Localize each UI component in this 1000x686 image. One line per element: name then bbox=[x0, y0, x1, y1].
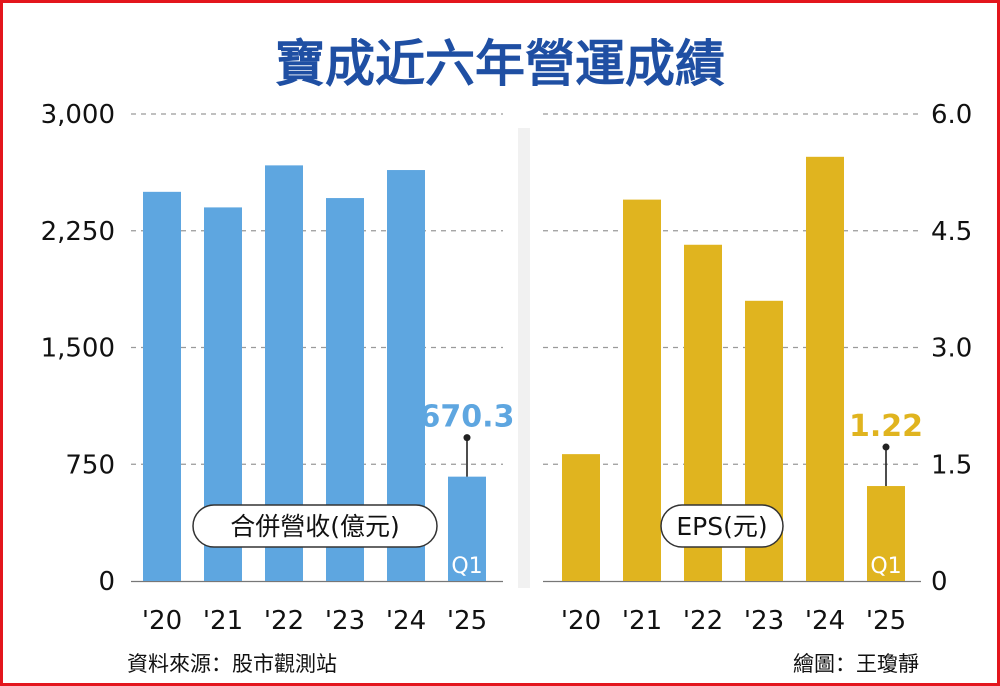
bar bbox=[806, 156, 844, 581]
data-label: 1.22 bbox=[849, 409, 923, 444]
series-label-box bbox=[192, 504, 438, 548]
x-tick-label: '20 bbox=[561, 606, 601, 636]
x-tick-label: '24 bbox=[805, 606, 845, 636]
annotation-dot bbox=[463, 434, 471, 442]
annotation-dot bbox=[882, 443, 890, 451]
bar bbox=[143, 191, 181, 582]
q1-tag: Q1 bbox=[870, 554, 901, 579]
y-tick-label: 1,500 bbox=[41, 334, 115, 364]
y-tick-label: 1.5 bbox=[931, 450, 972, 480]
x-tick-label: '22 bbox=[264, 606, 304, 636]
x-tick-label: '21 bbox=[622, 606, 662, 636]
x-tick-label: '25 bbox=[866, 606, 906, 636]
chart-canvas: 寶成近六年營運成績 0 750 1,500 2,250 3,000 '20 '21 '22 '2… bbox=[41, 35, 973, 676]
chart-title: 寶成近六年營運成績 bbox=[275, 35, 725, 93]
series-label: EPS(元) bbox=[676, 512, 767, 541]
y-tick-label: 4.5 bbox=[931, 217, 972, 247]
x-tick-label: '23 bbox=[325, 606, 365, 636]
panel-divider bbox=[518, 128, 530, 588]
series-label-box bbox=[660, 504, 784, 548]
source-note: 資料來源：股市觀測站 bbox=[127, 652, 337, 676]
x-tick-label: '22 bbox=[683, 606, 723, 636]
x-tick-label: '24 bbox=[386, 606, 426, 636]
x-tick-label: '23 bbox=[744, 606, 784, 636]
data-label: 670.3 bbox=[420, 400, 515, 435]
revenue-panel: 0 750 1,500 2,250 3,000 '20 '21 '22 '23 '24 '25 670… bbox=[41, 100, 515, 636]
x-tick-label: '21 bbox=[203, 606, 243, 636]
x-tick-label: '20 bbox=[142, 606, 182, 636]
y-tick-label: 3,000 bbox=[41, 100, 115, 130]
credit-note: 繪圖：王瓊靜 bbox=[793, 652, 919, 676]
y-tick-label: 6.0 bbox=[931, 100, 972, 130]
bar bbox=[623, 199, 661, 581]
y-tick-label: 2,250 bbox=[41, 217, 115, 247]
x-tick-label: '25 bbox=[447, 606, 487, 636]
y-tick-label: 0 bbox=[98, 567, 115, 597]
y-tick-label: 0 bbox=[931, 567, 948, 597]
bar bbox=[867, 486, 905, 581]
q1-tag: Q1 bbox=[451, 554, 482, 579]
bar bbox=[562, 454, 600, 581]
y-tick-label: 750 bbox=[65, 450, 115, 480]
eps-panel: 0 1.5 3.0 4.5 6.0 '20 '21 '22 '23 '24 '25 1.22 Q1 EPS… bbox=[543, 100, 972, 636]
y-tick-label: 3.0 bbox=[931, 334, 972, 364]
series-label: 合併營收(億元) bbox=[230, 512, 400, 541]
bar bbox=[448, 476, 486, 581]
